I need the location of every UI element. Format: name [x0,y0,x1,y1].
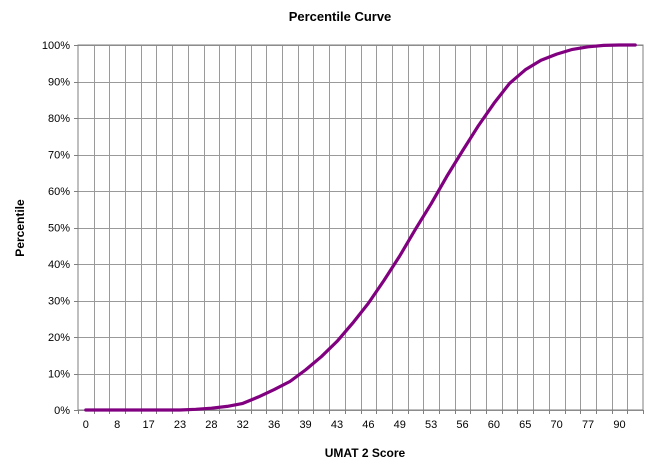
y-tick-label: 90% [48,77,70,89]
y-tick-label: 100% [42,40,70,52]
chart-title: Percentile Curve [289,9,392,24]
x-tick-label: 0 [83,419,89,431]
x-axis: 0 8 17 23 28 32 36 39 43 46 49 53 56 60 65 70 77 90 [78,410,644,431]
y-axis-title: Percentile [13,199,27,257]
y-tick-label: 50% [48,223,70,235]
x-tick-label: 60 [488,419,500,431]
plot-grid [78,45,643,411]
y-axis: 0% 10% 20% 30% 40% 50% 60% 70% 80% 90% 100% [42,40,78,417]
y-tick-label: 10% [48,369,70,381]
y-tick-label: 0% [54,405,70,417]
x-tick-label: 46 [362,419,374,431]
x-tick-label: 32 [237,419,249,431]
plot-frame [77,44,644,411]
x-tick-label: 43 [331,419,343,431]
y-tick-label: 80% [48,113,70,125]
x-tick-label: 8 [114,419,120,431]
y-tick-label: 40% [48,259,70,271]
y-tick-label: 70% [48,150,70,162]
series-line-percentile [84,43,637,412]
x-tick-label: 23 [174,419,186,431]
x-tick-label: 70 [551,419,563,431]
y-tick-label: 60% [48,186,70,198]
x-tick-label: 49 [394,419,406,431]
y-tick-label: 20% [48,332,70,344]
x-tick-label: 53 [425,419,437,431]
y-tick-label: 30% [48,296,70,308]
x-tick-label: 36 [268,419,280,431]
x-tick-label: 39 [299,419,311,431]
x-tick-label: 77 [582,419,594,431]
x-tick-label: 17 [143,419,155,431]
x-tick-label: 28 [205,419,217,431]
x-axis-title: UMAT 2 Score [325,446,406,460]
x-tick-label: 65 [519,419,531,431]
x-tick-label: 90 [613,419,625,431]
x-tick-label: 56 [456,419,468,431]
